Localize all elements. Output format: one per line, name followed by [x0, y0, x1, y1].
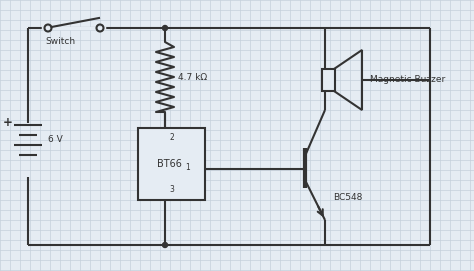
Text: 4.7 kΩ: 4.7 kΩ — [178, 73, 207, 82]
Text: +: + — [3, 117, 13, 130]
Text: 1: 1 — [185, 163, 190, 172]
Circle shape — [163, 25, 167, 31]
Text: 6 V: 6 V — [48, 136, 63, 144]
Circle shape — [163, 243, 167, 247]
Text: BC548: BC548 — [333, 193, 363, 202]
Text: BT66: BT66 — [157, 159, 182, 169]
Text: 2: 2 — [169, 134, 174, 143]
Bar — [322, 69, 335, 91]
Text: Magnetic Buzzer: Magnetic Buzzer — [370, 76, 445, 85]
Text: 3: 3 — [169, 186, 174, 195]
Bar — [138, 128, 205, 200]
Text: Switch: Switch — [45, 37, 75, 47]
